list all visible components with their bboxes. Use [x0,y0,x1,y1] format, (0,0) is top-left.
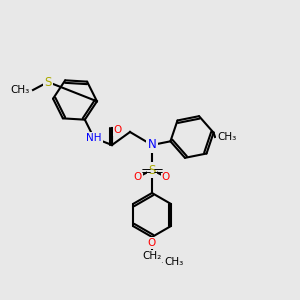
Text: CH₃: CH₃ [164,257,183,267]
Text: NH: NH [86,133,102,143]
Text: =: = [140,166,152,178]
Text: CH₃: CH₃ [217,132,236,142]
Text: N: N [148,139,156,152]
Text: S: S [148,164,156,176]
Text: O: O [162,172,170,182]
Text: CH₂: CH₂ [142,251,162,261]
Text: S: S [44,76,52,88]
Text: O: O [148,238,156,248]
Text: O: O [134,172,142,182]
Text: CH₃: CH₃ [11,85,30,95]
Text: =: = [152,166,164,178]
Text: O: O [114,125,122,135]
